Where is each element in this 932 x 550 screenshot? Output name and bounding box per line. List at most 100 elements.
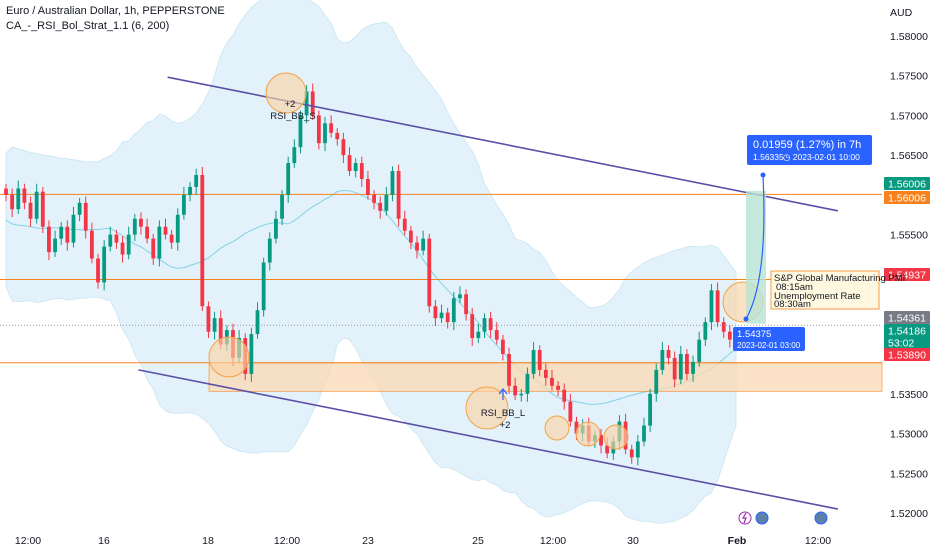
signal-circle [575, 421, 601, 447]
events-box [770, 270, 880, 310]
candle-body [727, 331, 732, 340]
candle-body [568, 401, 573, 422]
candle-body [206, 306, 211, 332]
measure-target-box [747, 135, 872, 165]
event-time-2: 08:30am [774, 299, 811, 310]
candle-body [629, 449, 634, 458]
measure-entry-time: 2023-02-01 03:00 [737, 341, 801, 350]
price-tag-value: 1.56006 [888, 193, 926, 205]
candle-body [4, 188, 8, 195]
time-tick-label: 18 [202, 535, 214, 547]
signal-circle [265, 72, 307, 114]
candle-body [194, 175, 199, 187]
price-tag: 1.54937 [884, 268, 930, 282]
candle-body [175, 214, 180, 243]
price-tag: 1.54186 [884, 324, 930, 338]
candle-body [451, 298, 456, 323]
measure-end-dot [760, 172, 766, 178]
candle-body [396, 171, 401, 219]
candle-body [599, 435, 603, 446]
candle-body [359, 163, 364, 179]
measure-entry-price: 1.54375 [737, 329, 771, 340]
price-tick-label: 1.57500 [890, 71, 928, 83]
candle-body [310, 91, 315, 116]
candle-body [556, 385, 561, 390]
measure-start-dot [743, 316, 749, 322]
candle-body [500, 339, 505, 354]
price-tag-bg [884, 268, 930, 281]
candle-body [47, 226, 51, 253]
measure-target-price: 1.56335 [753, 152, 784, 162]
candle-body [366, 178, 370, 195]
candle-body [157, 226, 162, 259]
candle-body [470, 314, 475, 339]
price-tag-bg [884, 336, 930, 349]
forecast-path [745, 175, 765, 320]
candle-body [605, 445, 610, 454]
candle-body [507, 353, 511, 386]
candle-body [378, 202, 383, 211]
signal-circle [465, 386, 509, 430]
time-axis[interactable]: 12:00 16 18 12:00 23 25 12:00 30 Feb 12:00 [15, 511, 831, 547]
price-tag: 53:02 [884, 336, 930, 350]
candle-body [163, 226, 168, 235]
candle-body [329, 123, 334, 133]
candle-body [488, 318, 493, 331]
short-signal-count: +2 [285, 99, 296, 110]
candle-body [666, 350, 671, 358]
candle-body [114, 234, 119, 243]
long-signal-count: +2 [500, 420, 511, 431]
candle-body [96, 258, 100, 283]
band-fill [5, 0, 737, 524]
candle-body [298, 115, 303, 148]
candle-body [660, 350, 665, 370]
price-tag: 1.53890 [884, 348, 930, 362]
price-tick-label: 1.55500 [890, 230, 928, 242]
candle-body [476, 331, 481, 339]
price-axis[interactable]: 1.580001.575001.570001.565001.560001.555… [890, 7, 928, 520]
candle-body [635, 441, 640, 458]
candle-body [464, 294, 468, 315]
candle-body [685, 353, 689, 374]
time-tick-label: 12:00 [805, 535, 831, 547]
candle-body [280, 194, 284, 219]
currency-label: AUD [890, 7, 913, 19]
flag-icon [755, 511, 769, 525]
candle-body [408, 230, 413, 243]
channel-lower-line [138, 369, 839, 510]
signal-circle [208, 336, 250, 378]
candle-body [384, 194, 389, 211]
lightning-glyph-icon [741, 512, 747, 524]
time-tick-label: 25 [472, 535, 484, 547]
price-tag: 1.56006 [884, 191, 930, 205]
candle-body [83, 202, 88, 231]
candle-body [188, 186, 192, 195]
time-tick-label: Feb [728, 535, 747, 547]
candle-body [22, 188, 27, 203]
measure-range [746, 190, 766, 324]
candle-body [439, 312, 444, 319]
flag-icon [814, 511, 828, 525]
candle-body [132, 218, 137, 235]
price-tag-bg [884, 177, 930, 190]
candle-body [550, 377, 554, 386]
signal-circle [603, 424, 629, 450]
price-tag-bg [884, 191, 930, 204]
candle-body [255, 310, 260, 335]
candle-body [181, 194, 186, 215]
candle-body [139, 218, 143, 227]
candle-body [316, 115, 321, 144]
candle-body [672, 357, 677, 380]
candle-body [372, 194, 376, 203]
candle-body [34, 191, 39, 219]
time-tick-label: 12:00 [274, 535, 300, 547]
time-tick-label: 16 [98, 535, 110, 547]
candle-body [53, 238, 57, 253]
candle-body [494, 330, 499, 340]
indicator-title: CA_-_RSI_Bol_Strat_1.1 (6, 200) [6, 20, 170, 32]
candle-body [102, 246, 107, 283]
candle-body [353, 163, 358, 172]
price-tick-label: 1.52500 [890, 468, 928, 480]
